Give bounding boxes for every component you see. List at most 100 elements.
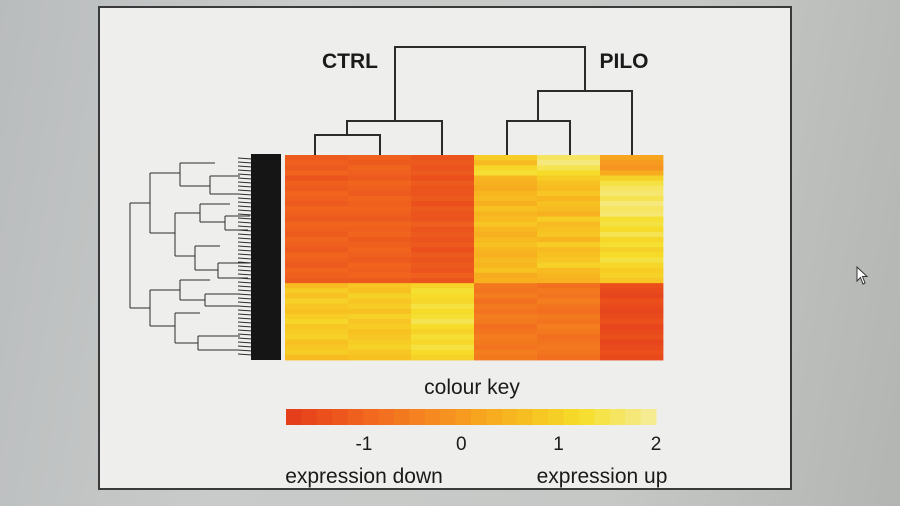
heatmap-cell	[411, 319, 475, 325]
heatmap-cell	[285, 231, 349, 238]
heatmap-cell	[411, 257, 475, 264]
heatmap-cell	[411, 278, 475, 284]
heatmap-cell	[285, 196, 349, 202]
heatmap-cell	[348, 257, 412, 264]
colour-key-segment	[286, 409, 302, 425]
heatmap-cell	[474, 242, 538, 248]
heatmap-cell	[411, 308, 475, 315]
heatmap-cell	[537, 283, 601, 289]
heatmap-cell	[474, 298, 538, 305]
heatmap-cell	[600, 165, 664, 171]
heatmap-cell	[285, 201, 349, 207]
row-dendrogram-leaves	[251, 154, 281, 360]
heatmap-cell	[537, 257, 601, 264]
heatmap-cell	[600, 180, 664, 187]
heatmap-cell	[537, 267, 601, 274]
heatmap-cell	[411, 298, 475, 305]
colour-key-segment	[563, 409, 580, 425]
dendro-leaf	[237, 297, 253, 300]
heatmap-cell	[348, 349, 412, 356]
dendro-leaf	[237, 157, 253, 160]
colour-key-segment	[640, 409, 657, 425]
dendro-leaf	[237, 313, 253, 316]
heatmap-cell	[285, 257, 349, 264]
heatmap-cell	[474, 175, 538, 182]
heatmap-cell	[474, 354, 538, 361]
heatmap-cell	[348, 267, 412, 274]
colour-key-segment	[548, 409, 564, 425]
colour-key-segment	[609, 409, 626, 425]
heatmap-cell	[600, 298, 664, 305]
heatmap-cell	[537, 252, 601, 258]
heatmap-cell	[474, 262, 538, 269]
dendro-leaf	[237, 241, 253, 244]
heatmap-cell	[285, 349, 349, 356]
heatmap-cell	[411, 313, 475, 320]
heatmap-cell	[600, 160, 664, 166]
heatmap-cell	[348, 283, 412, 289]
heatmap-cell	[474, 226, 538, 233]
heatmap-cell	[285, 221, 349, 228]
heatmap-cell	[411, 180, 475, 187]
dendro-leaf	[237, 181, 253, 184]
heatmap-cell	[537, 190, 601, 197]
dendro-leaf	[237, 193, 253, 196]
heatmap-cell	[474, 155, 538, 161]
row-dendrogram	[129, 157, 253, 356]
heatmap-cell	[537, 196, 601, 202]
heatmap-cell	[411, 237, 475, 243]
dendro-leaf	[237, 305, 253, 308]
dendro-leaf	[237, 213, 253, 216]
heatmap-cell	[474, 216, 538, 223]
dendro-leaf	[237, 261, 253, 264]
heatmap-cell	[411, 201, 475, 207]
heatmap-cell	[537, 324, 601, 330]
heatmap-cell	[348, 221, 412, 228]
heatmap-cell	[537, 344, 601, 351]
dendro-leaf	[237, 257, 253, 260]
heatmap-cell	[411, 354, 475, 361]
heatmap-cell	[474, 293, 538, 299]
dendro-leaf	[237, 177, 253, 180]
group-label-ctrl: CTRL	[322, 50, 378, 73]
heatmap-cell	[411, 303, 475, 310]
heatmap-cell	[474, 288, 538, 294]
heatmap-cell	[285, 216, 349, 223]
heatmap-cell	[537, 278, 601, 284]
dendro-leaf	[237, 281, 253, 284]
heatmap-cell	[600, 288, 664, 294]
heatmap-cell	[474, 211, 538, 217]
heatmap-cell	[285, 165, 349, 171]
colour-key-segment	[486, 409, 503, 425]
dendro-leaf	[237, 165, 253, 168]
heatmap-cell	[285, 344, 349, 351]
heatmap-cell	[348, 354, 412, 361]
dendro-branch	[506, 120, 571, 155]
colour-key-segment	[347, 409, 364, 425]
colour-key-segment	[378, 409, 395, 425]
colour-key-segment	[532, 409, 549, 425]
heatmap-cell	[348, 262, 412, 269]
colour-key-ticks: -1 0 1 2	[355, 434, 661, 455]
heatmap-cell	[600, 272, 664, 279]
heatmap-cell	[411, 160, 475, 166]
heatmap-cell	[285, 262, 349, 269]
heatmap-cell	[348, 334, 412, 340]
heatmap-cell	[411, 185, 475, 192]
heatmap-cell	[537, 201, 601, 207]
heatmap-cell	[285, 175, 349, 182]
heatmap-cell	[285, 247, 349, 253]
heatmap-cell	[537, 354, 601, 361]
dendro-leaf	[237, 321, 253, 324]
heatmap-cell	[348, 329, 412, 335]
heatmap-cell	[600, 267, 664, 274]
heatmap-cell	[600, 185, 664, 192]
dendro-leaf	[237, 205, 253, 208]
heatmap-cell	[348, 190, 412, 197]
heatmap-cell	[537, 185, 601, 192]
dendro-leaf	[237, 285, 253, 288]
heatmap-cell	[600, 344, 664, 351]
heatmap-cell	[348, 303, 412, 310]
heatmap-cell	[411, 283, 475, 289]
heatmap-cell	[348, 155, 412, 161]
